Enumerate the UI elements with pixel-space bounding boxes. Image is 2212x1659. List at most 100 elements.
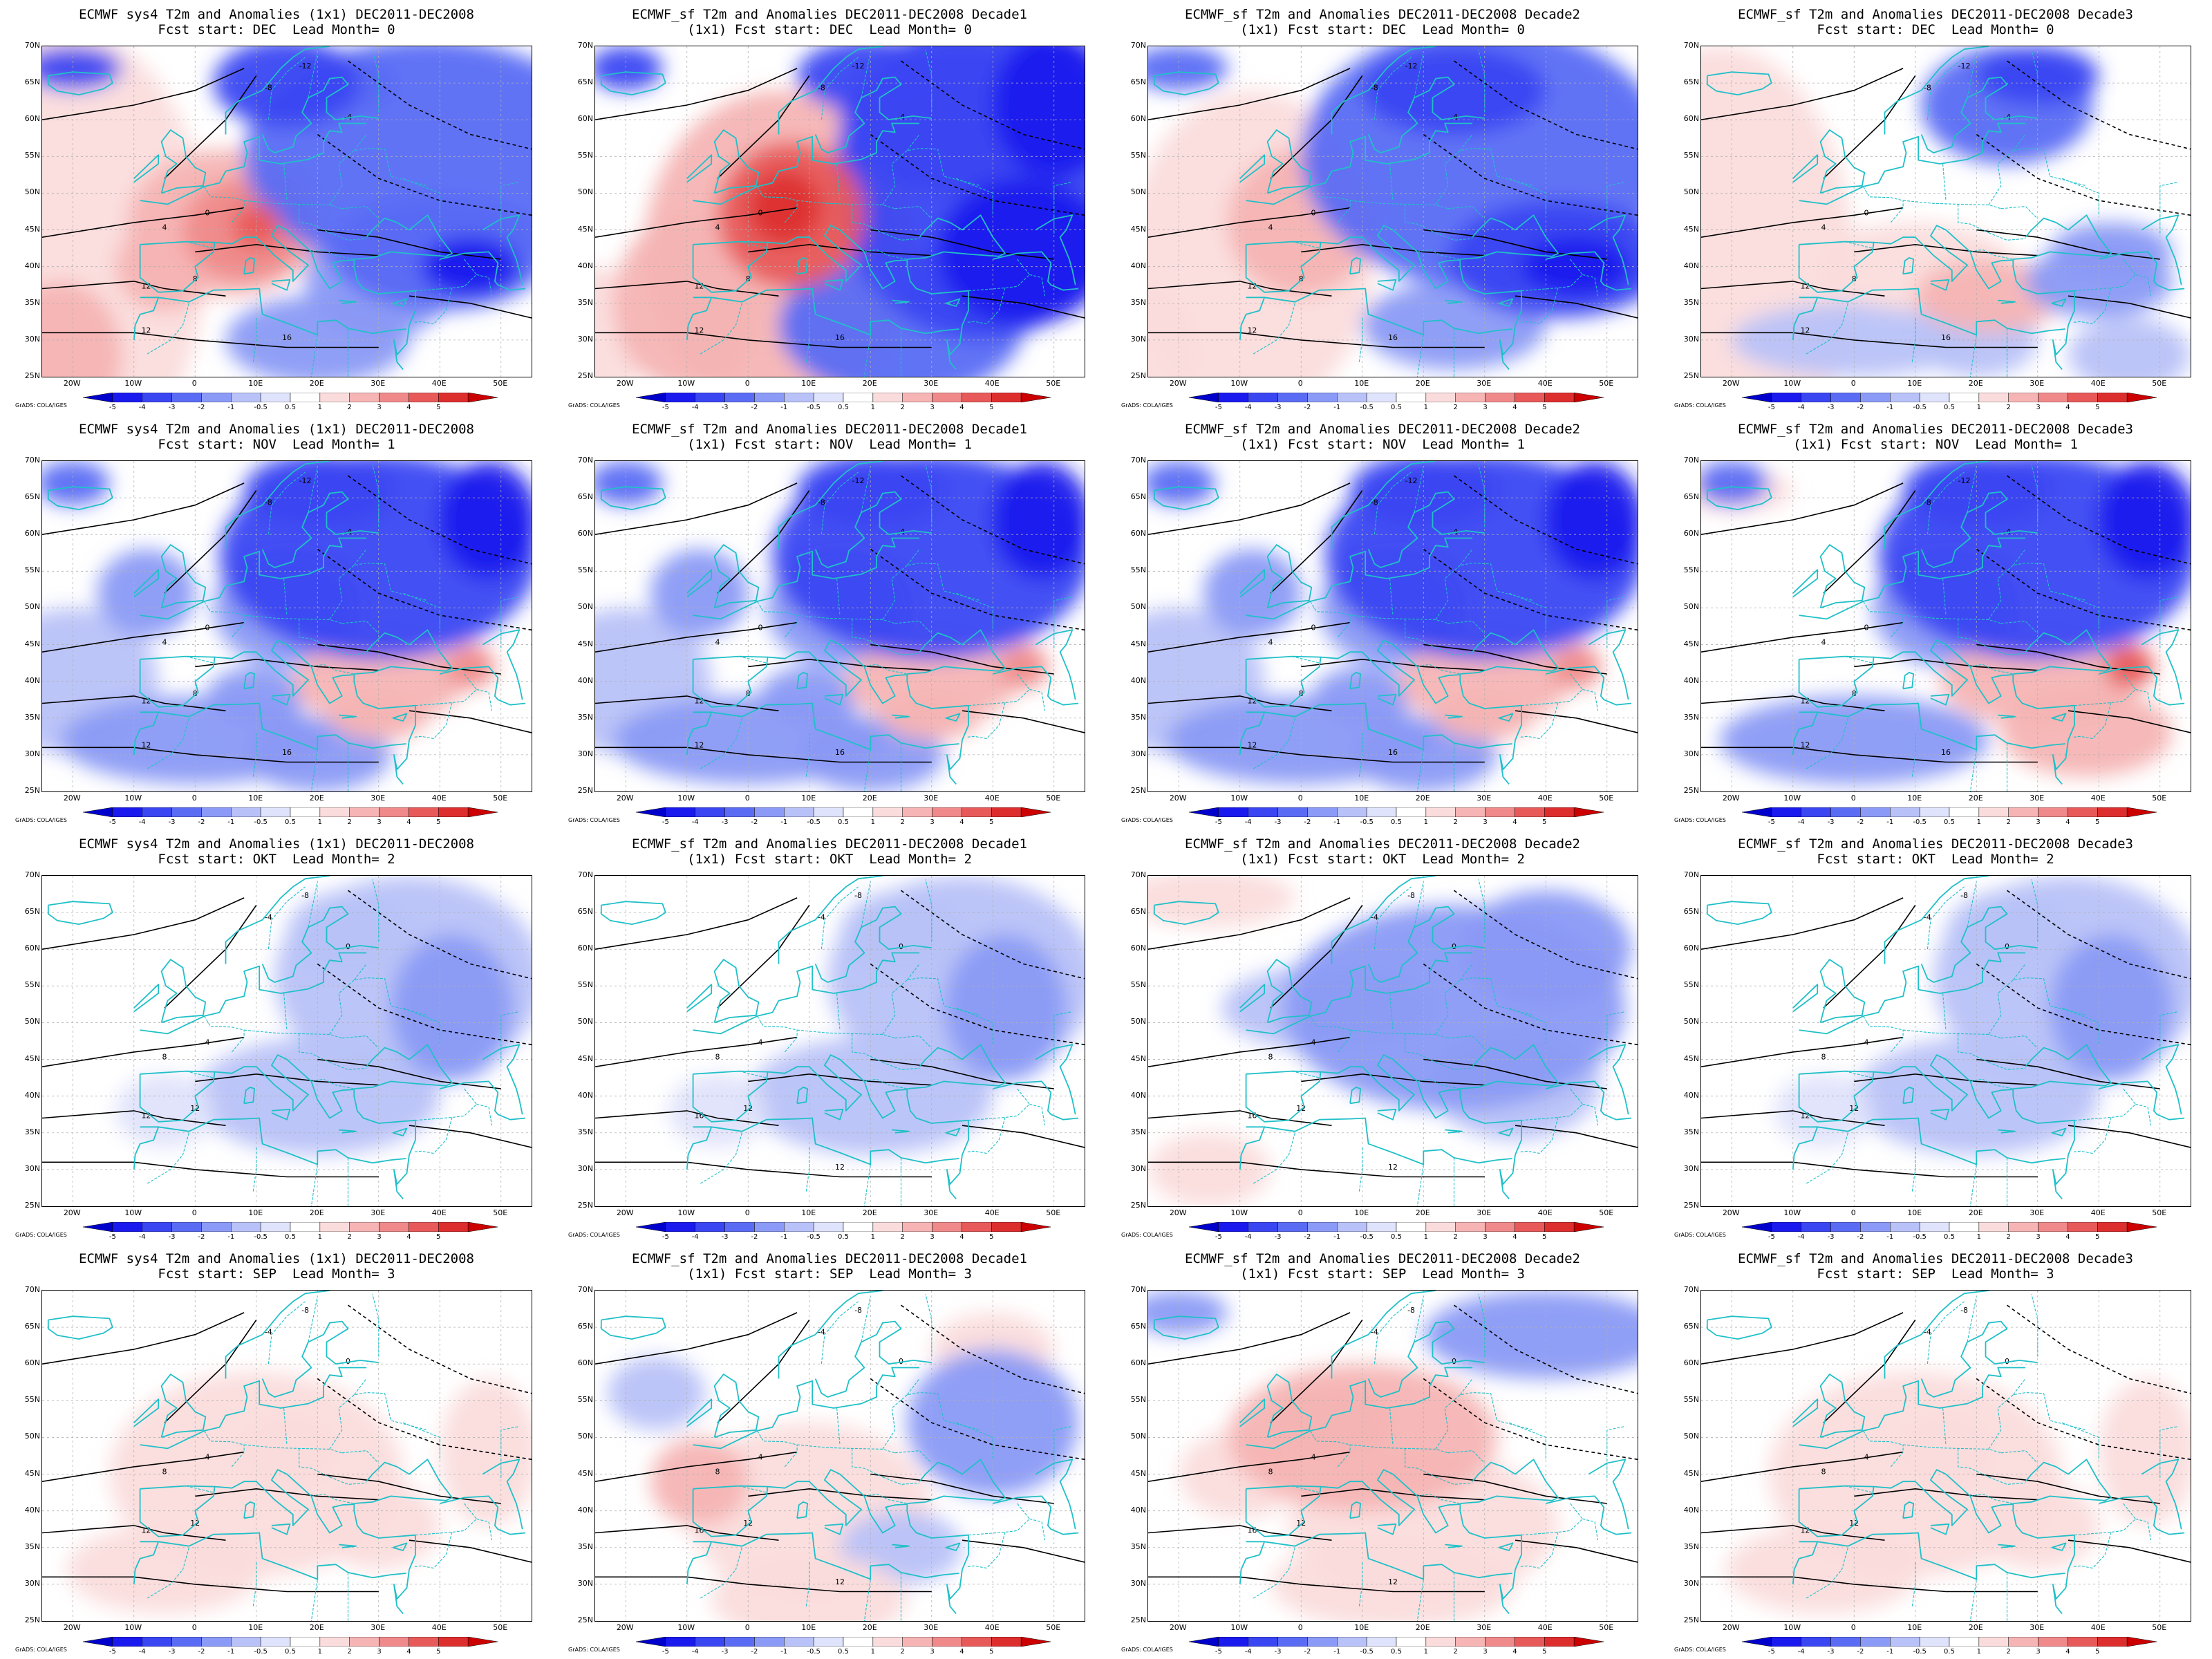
country-border [1416,335,1424,377]
colorbar-swatch [1337,1637,1367,1647]
contour-line [1270,75,1363,179]
coastline [1035,214,1076,285]
coastline [692,241,769,293]
anomaly-area [1148,46,1228,91]
colorbar-swatch [1830,1637,1861,1647]
coastline [693,1367,920,1450]
lat-label: 35N [577,712,593,722]
colorbar-swatch [665,807,695,817]
country-border [864,249,908,260]
colorbar-swatch [724,1222,755,1232]
anomaly-area [993,461,1085,579]
country-border [1582,1518,1599,1541]
contour-label: 0 [758,208,762,217]
lat-label: 70N [24,870,40,879]
contour-line [1270,905,1363,1009]
contour-line [409,1539,532,1563]
country-border [861,881,871,928]
colorbar-tick-label: 2 [1453,1233,1458,1241]
lat-label: 65N [577,77,593,87]
colorbar-swatch [83,1637,113,1647]
lat-label: 25N [1683,1201,1699,1210]
colorbar-swatch [1771,1637,1801,1647]
colorbar-tick-label: 3 [377,818,382,826]
country-border [1958,1448,1989,1478]
lon-label: 50E [1599,1208,1614,1217]
colorbar-tick-label: -4 [691,404,699,411]
coastline [214,225,355,290]
colorbar-tick-label: 0.5 [285,1233,296,1241]
country-border [1508,592,1546,630]
colorbar-tick-label: 4 [959,1233,964,1241]
contour-label: 12 [190,1519,200,1528]
contour-line [595,1576,932,1593]
colorbar-tick-label: -5 [109,1233,116,1241]
coastline [1266,1374,1313,1438]
country-border [836,1407,841,1445]
contour-label: 12 [1849,1519,1859,1528]
colorbar-swatch [231,393,261,402]
country-border [1911,318,1916,362]
contour-line [317,644,501,675]
country-border [414,288,453,325]
colorbar-swatch [1366,1637,1397,1647]
lat-label: 30N [1130,1163,1146,1173]
coastline [824,1523,844,1535]
coastline [1884,1291,1989,1379]
country-border [500,181,520,234]
colorbar-swatch [1485,1222,1515,1232]
lat-label: 60N [1130,944,1146,953]
lat-label: 25N [577,786,593,795]
coastline [1367,906,1485,983]
coastline [1239,154,1266,183]
colorbar-tick-label: 4 [2065,1233,2070,1241]
colorbar-tick-label: 5 [436,818,441,826]
country-border [185,1485,214,1493]
colorbar-tick-label: 4 [1512,818,1517,826]
contour-line [1976,1378,2191,1461]
colorbar-tick-label: -1 [227,1648,235,1656]
lon-label: 10W [677,379,695,388]
lat-label: 60N [24,114,40,124]
country-border [231,200,245,223]
panel-subtitle: (1x1) Fcst start: OKT Lead Month= 2 [1240,852,1525,867]
lat-label: 55N [1683,565,1699,575]
colorbar-tick-label: 4 [1512,1233,1517,1241]
contour-label: -4 [265,1328,272,1337]
contour-line [870,229,1054,260]
lon-label: 0 [191,1623,197,1632]
lon-label: 20E [309,379,324,388]
country-border [1805,1132,1848,1185]
contour-label: 12 [1800,740,1810,749]
coastline [1245,1070,1322,1123]
colorbar-swatch [142,807,172,817]
map-panel: ECMWF_sf T2m and Anomalies DEC2011-DEC20… [1120,420,1645,826]
contour-line [595,207,798,238]
coastline [2141,629,2182,700]
contour-line [317,548,532,631]
lon-label: 20E [1968,1623,1983,1632]
colorbar-tick-label: 0.5 [1944,404,1955,411]
lat-label: 35N [1683,1127,1699,1136]
country-border [1988,232,2026,241]
colorbar-tick-label: 5 [1542,1233,1547,1241]
coastline [339,299,357,304]
contour-label: 0 [1864,208,1868,217]
anomaly-area [2050,934,2173,1082]
colorbar-tick-label: -0.5 [1360,1233,1374,1241]
country-border [204,186,245,201]
lat-label: 50N [1130,1432,1146,1441]
lat-label: 45N [1130,1053,1146,1063]
colorbar-swatch [1919,1637,1950,1647]
colorbar-tick-label: -5 [1768,818,1775,826]
contour-label: -4 [265,913,272,922]
contour-line [595,1451,798,1482]
country-border [1970,249,2014,260]
contour-label: -8 [1371,84,1378,93]
anomaly-area [797,461,944,527]
contour-line [409,1125,532,1148]
country-border [1416,749,1424,791]
coastline [354,1044,453,1089]
colorbar-tick-label: -0.5 [1360,818,1374,826]
panel-subtitle: Fcst start: SEP Lead Month= 3 [1817,1266,2054,1282]
